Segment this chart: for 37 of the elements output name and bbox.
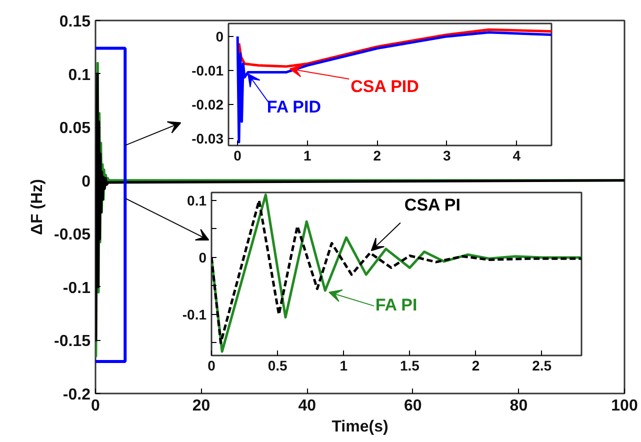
- y-axis-title: ΔF (Hz): [29, 179, 46, 235]
- line-series: [236, 31, 552, 144]
- x-tick-label: 60: [404, 398, 422, 414]
- y-tick-label: -0.15: [54, 333, 91, 350]
- x-tick-label: 1: [340, 358, 348, 374]
- y-tick-label: -0.02: [192, 96, 224, 113]
- legend-label: FA PI: [375, 295, 418, 314]
- y-tick-label: -0.1: [62, 280, 91, 297]
- y-tick-label: 0: [198, 249, 207, 266]
- y-tick-label: 0.1: [187, 192, 207, 208]
- y-tick-label: 0: [82, 173, 91, 190]
- y-tick-label: 0.05: [59, 120, 91, 138]
- x-tick-label: 80: [510, 398, 528, 414]
- x-axis-title: Time(s): [332, 418, 388, 436]
- legend-label: FA PID: [266, 98, 322, 117]
- x-tick-label: 20: [192, 398, 210, 414]
- x-tick-label: 40: [298, 398, 316, 414]
- y-tick-label: -0.2: [62, 386, 91, 404]
- x-tick-label: 0.5: [268, 358, 288, 374]
- x-tick-label: 0: [234, 148, 242, 164]
- y-tick-label: 0.1: [68, 66, 91, 84]
- y-tick-label: 0: [216, 28, 224, 44]
- x-tick-label: 3: [442, 148, 451, 164]
- x-tick-label: 100: [611, 398, 638, 414]
- x-tick-label: 2: [472, 358, 480, 374]
- text: CSA PI: [404, 196, 460, 215]
- x-tick-label: 2: [373, 148, 382, 164]
- x-tick-label: 2.5: [532, 358, 552, 374]
- y-tick-label: 0.15: [59, 14, 91, 30]
- y-tick-label: -0.1: [182, 306, 207, 322]
- x-tick-label: 1: [303, 148, 312, 164]
- x-tick-label: 1.5: [400, 358, 420, 374]
- y-tick-label: -0.05: [54, 226, 91, 244]
- y-tick-label: -0.03: [192, 130, 224, 147]
- series-label: CSA PID: [350, 77, 419, 96]
- x-tick-label: 4: [512, 148, 521, 164]
- y-tick-label: -0.01: [192, 62, 224, 79]
